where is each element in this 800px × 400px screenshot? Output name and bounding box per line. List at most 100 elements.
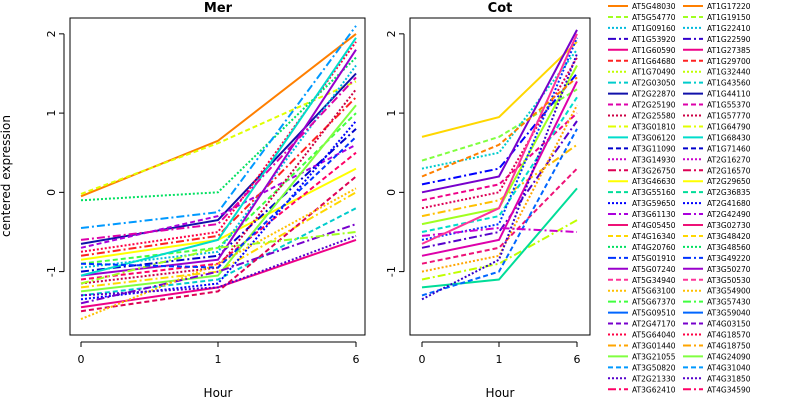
legend-item-label: AT2G41680 [707, 199, 751, 208]
legend-item-label: AT1G68430 [707, 133, 751, 142]
series-line-cot-19 [421, 53, 578, 301]
legend-item-label: AT4G05450 [632, 221, 676, 230]
panel-mer-lines [80, 25, 357, 321]
legend-item-label: AT4G18570 [707, 331, 751, 340]
legend-item-label: AT1G60590 [632, 46, 676, 55]
legend-item-label: AT3G14930 [632, 155, 676, 164]
legend-item-label: AT2G25190 [632, 101, 676, 110]
series-line-mer-6 [80, 143, 357, 249]
panel-cot-y-ticks: -1 0 1 2 [385, 30, 405, 277]
series-line-mer-2 [80, 80, 357, 195]
legend-item-label: AT3G59040 [707, 309, 751, 318]
panel-mer: Mer 0 1 6 -1 0 1 2 Hour centered expression [0, 1, 366, 400]
panel-cot-title: Cot [488, 1, 513, 16]
legend-item-label: AT2G36835 [707, 188, 751, 197]
y-axis-label: centered expression [0, 115, 13, 237]
legend-item-label: AT2G03050 [632, 79, 676, 88]
series-line-mer-10 [80, 112, 357, 265]
series-line-cot-6 [421, 112, 578, 202]
y-tick-label: 1 [45, 110, 58, 117]
series-line-mer-16 [80, 191, 357, 289]
x-tick-label: 1 [215, 353, 222, 366]
legend-item-label: AT1G57770 [707, 112, 751, 121]
series-line-mer-20 [80, 223, 357, 305]
legend-item-label: AT2G16570 [707, 166, 751, 175]
x-tick-label: 6 [353, 353, 360, 366]
legend-item-label: AT4G34590 [707, 385, 751, 394]
legend-item-label: AT1G17220 [707, 2, 751, 11]
legend: AT5G48030 AT5G54770 AT1G09160 AT1G53920 AT1G… [608, 2, 751, 394]
legend-item-label: AT5G54770 [632, 13, 676, 22]
legend-item-label: AT3G48420 [707, 232, 751, 241]
legend-item-label: AT3G55160 [632, 188, 676, 197]
series-line-mer-14 [80, 151, 357, 281]
y-tick-label: -1 [385, 266, 398, 277]
series-line-mer-26 [80, 136, 357, 269]
y-tick-label: 2 [385, 30, 398, 37]
series-line-mer-23 [80, 187, 357, 321]
y-tick-label: 2 [45, 30, 58, 37]
legend-item-label: AT1G70490 [632, 68, 676, 77]
series-line-cot-13 [421, 80, 578, 257]
legend-item-label: AT2G16270 [707, 155, 751, 164]
panel-cot: Cot 0 1 6 -1 0 1 2 Hour [385, 1, 591, 400]
legend-item-label: AT1G43560 [707, 79, 751, 88]
x-tick-label: 1 [496, 353, 503, 366]
series-line-mer-4 [80, 25, 357, 229]
legend-item-label: AT5G34940 [632, 276, 676, 285]
y-tick-label: 0 [385, 189, 398, 196]
series-line-mer-18 [80, 207, 357, 297]
legend-item-label: AT3G49220 [707, 254, 751, 263]
series-line-cot-20 [421, 226, 578, 237]
legend-item-label: AT3G50820 [632, 363, 676, 372]
legend-item-label: AT4G20760 [632, 243, 676, 252]
legend-item-label: AT3G11090 [632, 144, 676, 153]
legend-item-label: AT1G29700 [707, 57, 751, 66]
y-tick-label: -1 [45, 266, 58, 277]
series-line-mer-3 [80, 56, 357, 202]
series-line-mer-17 [80, 104, 357, 293]
series-line-cot-14 [421, 167, 578, 265]
legend-item-label: AT3G61130 [632, 210, 676, 219]
legend-item-label: AT1G32440 [707, 68, 751, 77]
legend-item-label: AT2G21330 [632, 374, 676, 383]
legend-item-label: AT1G19150 [707, 13, 751, 22]
legend-item-label: AT2G29650 [707, 177, 751, 186]
legend-item-label: AT3G62410 [632, 385, 676, 394]
legend-item-label: AT1G44110 [707, 90, 751, 99]
legend-item-label: AT3G48560 [707, 243, 751, 252]
legend-item-label: AT2G42490 [707, 210, 751, 219]
legend-item-label: AT1G53920 [632, 35, 676, 44]
y-tick-label: 1 [385, 110, 398, 117]
panel-mer-frame [69, 17, 366, 336]
legend-item-label: AT1G71460 [707, 144, 751, 153]
panel-cot-frame [409, 17, 591, 336]
series-line-mer-28 [80, 76, 357, 241]
legend-item-label: AT4G31040 [707, 363, 751, 372]
legend-item-label: AT1G55370 [707, 101, 751, 110]
legend-item-label: AT1G64680 [632, 57, 676, 66]
legend-item-label: AT5G63100 [632, 287, 676, 296]
series-line-cot-22 [421, 76, 578, 178]
panel-mer-x-ticks: 0 1 6 [78, 341, 360, 366]
legend-item-label: AT1G09160 [632, 24, 676, 33]
legend-item-label: AT5G07240 [632, 265, 676, 274]
legend-item-label: AT4G24090 [707, 352, 751, 361]
x-tick-label: 6 [574, 353, 581, 366]
series-line-cot-11 [421, 37, 578, 241]
legend-item-label: AT4G31850 [707, 374, 751, 383]
legend-item-label: AT3G50270 [707, 265, 751, 274]
series-line-cot-21 [421, 33, 578, 245]
series-line-mer-13 [80, 49, 357, 277]
legend-item-label: AT2G25580 [632, 112, 676, 121]
legend-item-label: AT4G16340 [632, 232, 676, 241]
series-line-mer-19 [80, 120, 357, 301]
legend-item-label: AT5G01910 [632, 254, 676, 263]
panel-mer-x-axis-label: Hour [204, 386, 233, 400]
series-line-mer-8 [80, 96, 357, 257]
legend-item-label: AT1G64790 [707, 122, 751, 131]
series-line-mer-27 [80, 234, 357, 297]
panel-mer-y-ticks: -1 0 1 2 [45, 30, 65, 277]
panel-cot-x-ticks: 0 1 6 [419, 341, 581, 366]
